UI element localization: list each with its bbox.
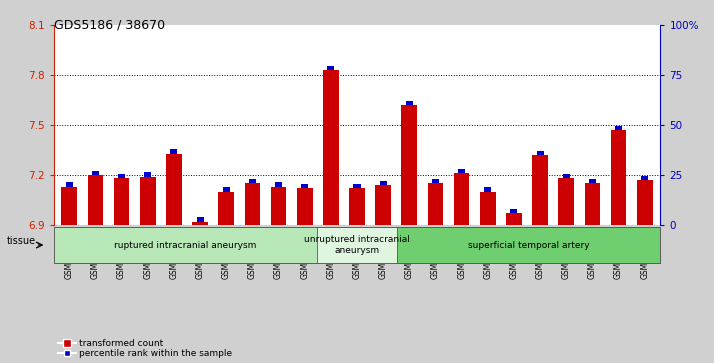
Bar [454, 174, 470, 225]
Bar [610, 130, 626, 225]
Bar [480, 192, 496, 225]
Text: GDS5186 / 38670: GDS5186 / 38670 [54, 18, 165, 31]
Bar [637, 180, 653, 225]
Bar [484, 187, 491, 192]
Bar [61, 187, 77, 225]
Bar [92, 171, 99, 175]
Bar [558, 179, 574, 225]
Bar [144, 172, 151, 177]
Bar [458, 169, 465, 174]
Legend: transformed count, percentile rank within the sample: transformed count, percentile rank withi… [58, 339, 232, 359]
Bar [275, 182, 282, 187]
Bar [114, 179, 129, 225]
Bar [223, 187, 230, 192]
Bar [432, 179, 439, 183]
Text: tissue: tissue [7, 236, 36, 246]
Bar [118, 174, 125, 179]
Bar [349, 188, 365, 225]
Bar [511, 209, 518, 213]
Bar [532, 155, 548, 225]
Bar [218, 192, 234, 225]
Bar [196, 217, 203, 222]
Bar [297, 188, 313, 225]
Bar [428, 183, 443, 225]
Text: superficial temporal artery: superficial temporal artery [468, 241, 589, 249]
Bar [244, 183, 260, 225]
Bar [88, 175, 104, 225]
Bar [249, 179, 256, 183]
Bar [506, 213, 522, 225]
Bar [641, 176, 648, 180]
Bar [327, 66, 334, 70]
Bar [271, 187, 286, 225]
Bar [406, 101, 413, 105]
Text: unruptured intracranial
aneurysm: unruptured intracranial aneurysm [304, 235, 410, 255]
Bar [615, 126, 622, 130]
Bar [585, 183, 600, 225]
Bar [166, 154, 182, 225]
Bar [380, 181, 387, 185]
Bar [301, 184, 308, 188]
Bar [563, 174, 570, 179]
Bar [171, 149, 177, 154]
Bar [589, 179, 596, 183]
Bar [353, 184, 361, 188]
Bar [192, 222, 208, 225]
Bar [537, 151, 543, 155]
Text: ruptured intracranial aneurysm: ruptured intracranial aneurysm [114, 241, 256, 249]
Bar [323, 70, 338, 225]
Bar [376, 185, 391, 225]
Bar [401, 105, 417, 225]
Bar [140, 177, 156, 225]
Bar [66, 182, 73, 187]
